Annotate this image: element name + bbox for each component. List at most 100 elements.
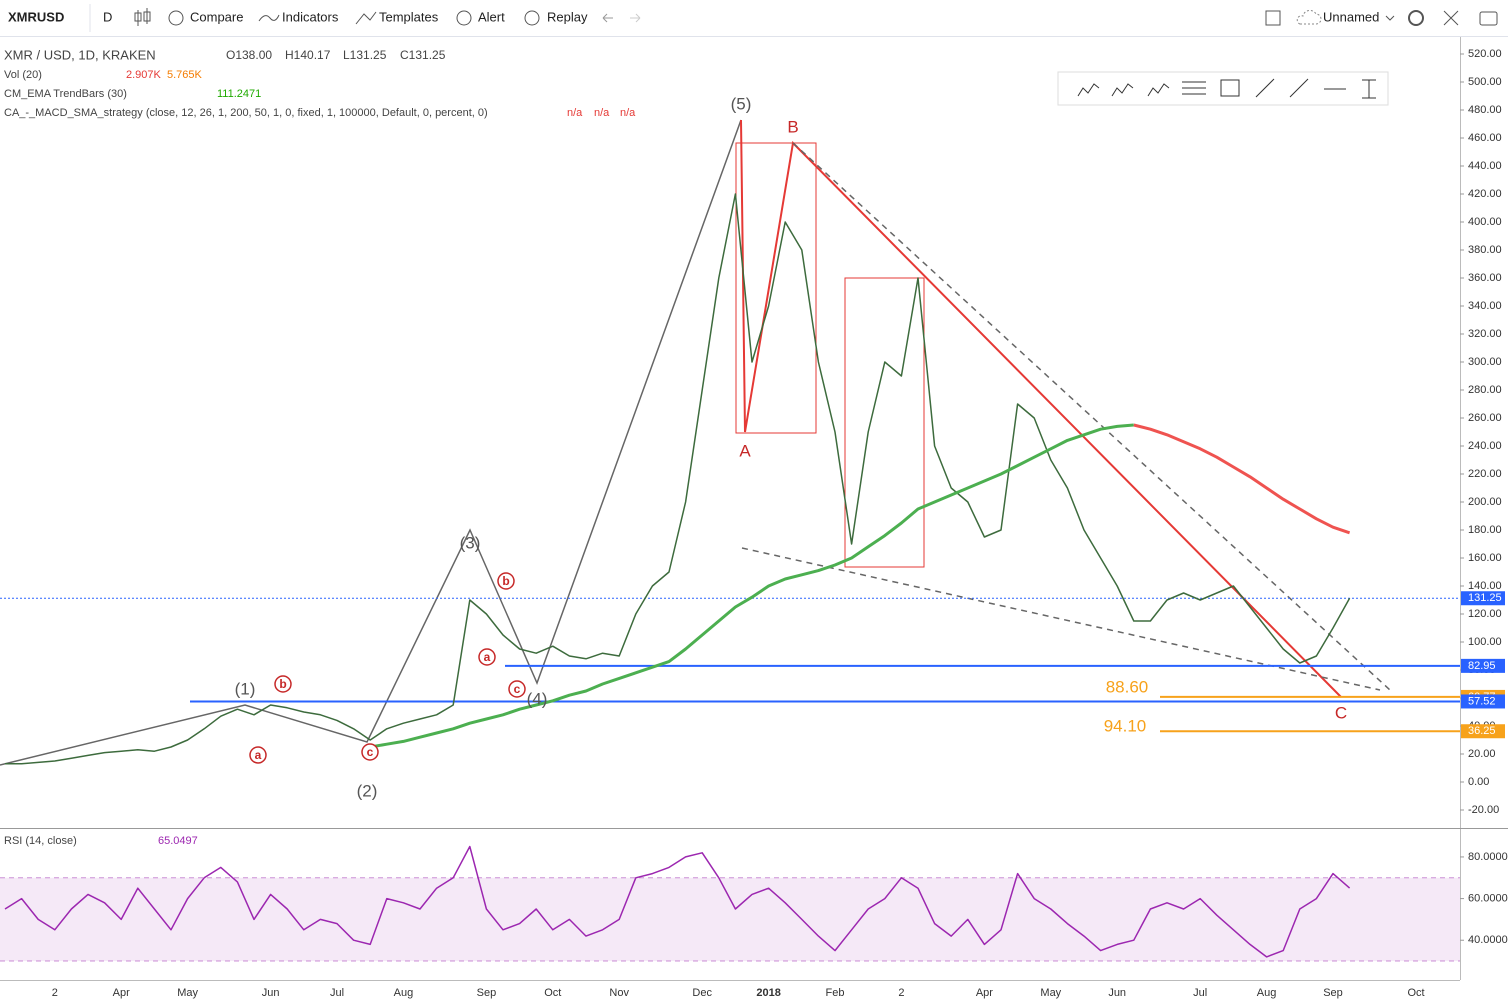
fullscreen-icon[interactable] (1443, 10, 1459, 26)
replay-icon[interactable] (524, 10, 540, 26)
rsi-tick-label: 60.0000 (1468, 892, 1508, 904)
wave-label: (4) (527, 689, 548, 708)
alert-icon[interactable] (456, 10, 472, 26)
wave-label: (1) (235, 679, 256, 698)
x-tick-label: Sep (477, 987, 497, 999)
indicator-name: CM_EMA TrendBars (30) (4, 88, 127, 100)
bars-icon[interactable] (134, 8, 151, 26)
x-tick-label: 2018 (756, 987, 780, 999)
wave-label: (5) (731, 94, 752, 113)
subwave-label: b (502, 574, 509, 588)
settings-icon[interactable] (1408, 10, 1424, 26)
y-tick-label: 460.00 (1468, 132, 1502, 144)
rsi-tick-label: 80.0000 (1468, 851, 1508, 863)
undo[interactable] (602, 13, 613, 23)
rsi-tick-label: 40.0000 (1468, 934, 1508, 946)
replay-button[interactable]: Replay (547, 9, 588, 24)
trend-line (741, 547, 1381, 691)
subwave-label: c (514, 682, 521, 696)
interval[interactable]: D (103, 9, 112, 24)
indicator-value: 5.765K (167, 69, 203, 81)
drawing-toolbar (1057, 71, 1389, 106)
price-label: 82.95 (1468, 660, 1496, 672)
x-tick-label: 2 (52, 987, 58, 999)
indicator-value: 2.907K (126, 69, 162, 81)
box (844, 277, 925, 568)
subwave-circle (249, 746, 267, 764)
legend-symbol: XMR / USD, 1D, KRAKEN (4, 47, 156, 62)
y-tick-label: 520.00 (1468, 48, 1502, 60)
templates-icon[interactable] (355, 11, 377, 25)
y-tick-label: 380.00 (1468, 244, 1502, 256)
x-tick-label: Aug (1257, 987, 1277, 999)
subwave-circle (274, 675, 292, 693)
price-label-bg (1461, 591, 1505, 606)
subwave-label: b (279, 677, 286, 691)
cloud-icon[interactable] (1296, 9, 1322, 25)
x-tick-label: 2 (898, 987, 904, 999)
x-tick-label: Sep (1323, 987, 1343, 999)
price-label-bg (1461, 724, 1505, 739)
rsi-line (4, 845, 1351, 958)
checkbox[interactable] (1265, 10, 1281, 26)
subwave-label: c (367, 745, 374, 759)
compare-button[interactable]: Compare (190, 9, 243, 24)
x-tick-label: Oct (544, 987, 561, 999)
indicators-button[interactable]: Indicators (282, 9, 339, 24)
indicator-name: Vol (20) (4, 69, 42, 81)
snapshot-icon[interactable] (1479, 11, 1498, 26)
drawing-tools[interactable] (1077, 78, 1376, 99)
x-tick-label: Dec (692, 987, 712, 999)
redo[interactable] (630, 13, 641, 23)
rsi-title: RSI (14, close) (4, 835, 77, 847)
y-tick-label: 220.00 (1468, 468, 1502, 480)
x-tick-label: Aug (394, 987, 414, 999)
compare-icon[interactable] (168, 10, 184, 26)
y-tick-label: 240.00 (1468, 440, 1502, 452)
fib-label: 94.10 (1104, 716, 1147, 735)
y-tick-label: 0.00 (1468, 776, 1489, 788)
x-tick-label: Apr (113, 987, 130, 999)
rsi-value: 65.0497 (158, 835, 198, 847)
x-tick-label: Jul (330, 987, 344, 999)
y-tick-label: 300.00 (1468, 356, 1502, 368)
x-tick-label: May (177, 987, 198, 999)
wave-label: C (1335, 703, 1347, 722)
alert-button[interactable]: Alert (478, 9, 505, 24)
moving-average (1133, 423, 1351, 535)
y-tick-label: 180.00 (1468, 524, 1502, 536)
legend-open: O138.00 (226, 48, 272, 62)
y-tick-label: 260.00 (1468, 412, 1502, 424)
y-tick-label: 20.00 (1468, 748, 1496, 760)
price-label: 131.25 (1468, 592, 1502, 604)
templates-button[interactable]: Templates (379, 9, 439, 24)
box (735, 142, 817, 434)
x-tick-label: Apr (976, 987, 993, 999)
layout-name[interactable]: Unnamed (1323, 9, 1379, 24)
y-tick-label: 420.00 (1468, 188, 1502, 200)
layout-arrow[interactable] (1385, 15, 1395, 21)
rsi-band-fill (0, 877, 1460, 962)
wave-label: B (787, 117, 798, 136)
price-line-series (5, 193, 1351, 765)
wave-line (0, 119, 742, 766)
indicators-icon[interactable] (258, 14, 280, 22)
indicator-value: n/a (620, 107, 636, 119)
indicator-value: n/a (567, 107, 583, 119)
x-tick-label: Oct (1407, 987, 1424, 999)
y-tick-label: 140.00 (1468, 580, 1502, 592)
y-tick-label: 360.00 (1468, 272, 1502, 284)
indicator-value: n/a (594, 107, 610, 119)
subwave-circle (508, 680, 526, 698)
indicator-value: 111.2471 (217, 88, 261, 100)
price-label: 36.25 (1468, 725, 1496, 737)
x-tick-label: May (1040, 987, 1061, 999)
abc-line (740, 119, 1342, 698)
x-tick-label: Jun (1108, 987, 1126, 999)
wave-label: (2) (357, 781, 378, 800)
subwave-circle (478, 648, 496, 666)
symbol[interactable]: XMRUSD (8, 9, 64, 24)
subwave-label: a (484, 650, 491, 664)
subwave-label: a (255, 748, 262, 762)
